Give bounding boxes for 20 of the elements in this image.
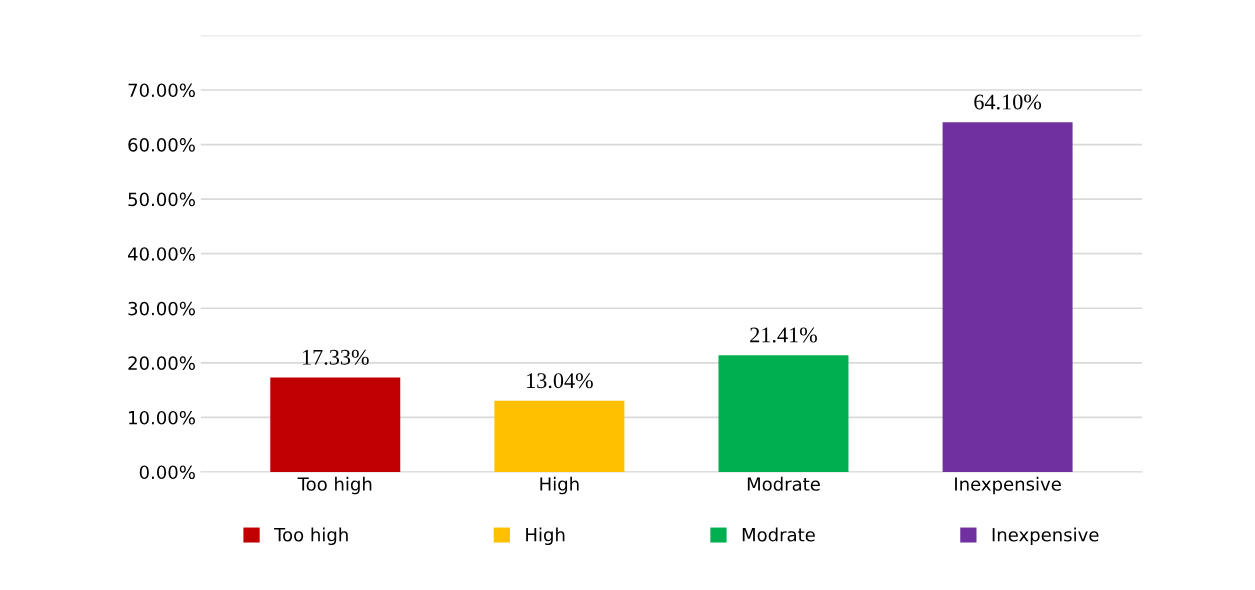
legend-label: High — [526, 527, 565, 546]
data-label: 21.41% — [750, 327, 817, 343]
y-tick-label: 10.00% — [129, 410, 195, 425]
y-tick-label: 50.00% — [128, 192, 195, 207]
y-tick-label: 20.00% — [128, 356, 195, 370]
legend-label: Inexpensive — [992, 527, 1099, 546]
y-tick-label: 70.00% — [128, 83, 195, 98]
x-tick-label: Inexpensive — [955, 476, 1061, 495]
legend-label: Modrate — [742, 527, 815, 542]
y-tick-label: 40.00% — [127, 247, 195, 261]
data-label: 64.10% — [974, 94, 1042, 110]
y-tick-label: 0.00% — [139, 465, 195, 480]
y-tick-label: 60.00% — [128, 138, 195, 152]
x-tick-label: Modrate — [747, 476, 820, 491]
legend-label: Too high — [274, 527, 348, 546]
x-tick-label: High — [540, 476, 579, 495]
x-tick-label: Too high — [297, 476, 372, 495]
data-label: 17.33% — [302, 349, 369, 365]
y-tick-label: 30.00% — [128, 301, 195, 316]
data-label: 13.04% — [527, 373, 593, 389]
